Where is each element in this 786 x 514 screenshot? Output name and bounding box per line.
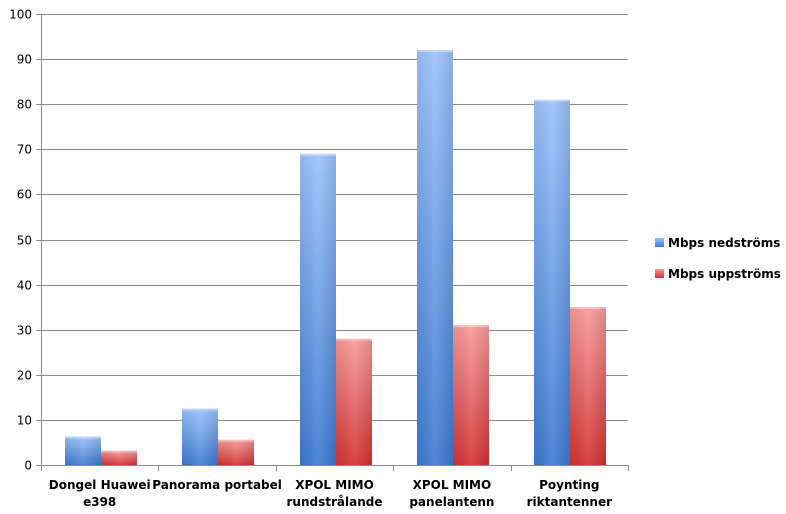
bar-shading — [182, 408, 218, 465]
y-tick-label: 70 — [17, 143, 32, 157]
bar-shading — [65, 436, 101, 465]
bars — [65, 50, 606, 466]
y-tick-label: 40 — [17, 279, 32, 293]
y-tick-label: 90 — [17, 53, 32, 67]
bar-shading — [534, 99, 570, 465]
category-label: Panorama portabel — [152, 478, 282, 492]
bar-highlight — [417, 50, 453, 53]
axes — [41, 14, 629, 471]
y-tick-label: 100 — [9, 8, 32, 22]
bar-shading — [336, 338, 372, 465]
bar-highlight — [453, 325, 489, 328]
category-label: e398 — [83, 495, 116, 509]
bar-shading — [300, 153, 336, 465]
category-label: panelantenn — [409, 495, 494, 509]
category-label: rundstrålande — [287, 495, 383, 509]
bar-shading — [453, 325, 489, 465]
y-tick-label: 80 — [17, 98, 32, 112]
y-tick-label: 10 — [17, 414, 32, 428]
bar-shading — [570, 307, 606, 465]
bar-shading — [101, 450, 137, 465]
bar-highlight — [570, 307, 606, 310]
y-tick-label: 0 — [24, 459, 32, 473]
bar-shading — [218, 439, 254, 465]
bar-highlight — [182, 408, 218, 411]
y-axis-ticks: 0 10 20 30 40 50 60 70 80 90 100 — [9, 8, 41, 473]
category-label: XPOL MIMO — [295, 478, 374, 492]
y-tick-label: 50 — [17, 234, 32, 248]
y-tick-label: 60 — [17, 188, 32, 202]
bar-shading — [417, 50, 453, 466]
bar-highlight — [218, 439, 254, 442]
bar-highlight — [534, 99, 570, 102]
bar-highlight — [65, 436, 101, 439]
y-tick-label: 30 — [17, 324, 32, 338]
category-label: riktantenner — [527, 495, 612, 509]
legend-label: Mbps uppströms — [668, 267, 781, 281]
bar-highlight — [336, 338, 372, 341]
bar-highlight — [101, 450, 137, 453]
y-tick-label: 20 — [17, 369, 32, 383]
legend-label: Mbps nedströms — [668, 236, 780, 250]
category-label: Poynting — [539, 478, 599, 492]
legend-swatch — [655, 238, 664, 247]
x-axis-labels: Dongel Huawei e398 Panorama portabel XPOL M… — [49, 478, 612, 509]
category-label: XPOL MIMO — [413, 478, 492, 492]
bar-highlight — [300, 153, 336, 156]
category-label: Dongel Huawei — [49, 478, 151, 492]
legend-swatch — [655, 269, 664, 278]
legend: Mbps nedströms Mbps uppströms — [655, 236, 781, 281]
